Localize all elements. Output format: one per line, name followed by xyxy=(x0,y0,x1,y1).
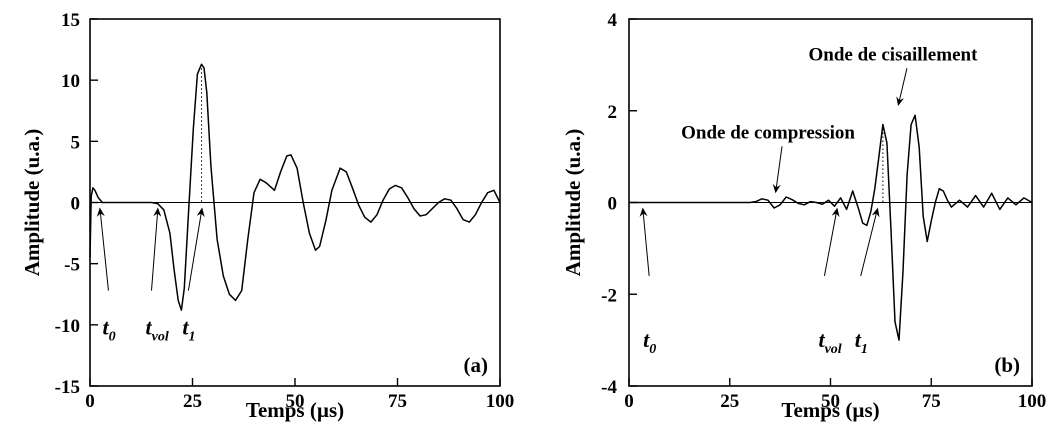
y-tick-label: -5 xyxy=(64,255,80,276)
arrival-arrow xyxy=(187,207,205,291)
y-tick-label: -15 xyxy=(55,377,80,398)
x-tick-label: 0 xyxy=(85,391,95,412)
y-tick-label: -4 xyxy=(601,377,617,398)
y-tick-label: 0 xyxy=(71,194,81,215)
panel-label: (b) xyxy=(994,353,1020,377)
y-axis-title: Amplitude (u.a.) xyxy=(561,129,585,277)
y-tick-label: 2 xyxy=(608,102,618,123)
x-tick-label: 25 xyxy=(183,391,202,412)
signal-series-line xyxy=(89,63,501,311)
y-tick-label: 10 xyxy=(61,71,80,92)
x-tick-label: 50 xyxy=(286,391,305,412)
y-tick-label: -10 xyxy=(55,316,80,337)
wave-callout-arrow xyxy=(896,68,908,107)
panel-label: (a) xyxy=(464,353,489,377)
arrival-arrow xyxy=(639,207,650,276)
x-tick-label: 75 xyxy=(388,391,407,412)
x-tick-label: 100 xyxy=(1018,391,1047,412)
signal-series-line xyxy=(629,114,1033,341)
arrival-arrow xyxy=(96,207,109,291)
x-tick-label: 75 xyxy=(922,391,941,412)
y-tick-label: 4 xyxy=(608,10,618,31)
arrival-time-label: t1 xyxy=(182,315,195,345)
arrival-arrow xyxy=(151,207,162,291)
arrival-time-label: t0 xyxy=(102,315,115,345)
y-tick-label: 0 xyxy=(608,194,618,215)
x-tick-label: 50 xyxy=(821,391,840,412)
wave-callout-label: Onde de cisaillement xyxy=(809,44,979,65)
chart-panel-b: 0 25 50 75 100 4 2 0 -2 -4 Temps (µs) Amplitude (u.… xyxy=(561,10,1046,422)
y-tick-label: 15 xyxy=(61,10,80,31)
arrival-time-label: tvol xyxy=(818,327,841,357)
x-tick-label: 100 xyxy=(486,391,515,412)
x-tick-label: 25 xyxy=(720,391,739,412)
y-axis-title: Amplitude (u.a.) xyxy=(20,129,44,277)
wave-callout-label: Onde de compression xyxy=(681,122,855,143)
arrival-arrow xyxy=(823,207,840,276)
x-tick-label: 0 xyxy=(624,391,634,412)
arrival-arrow xyxy=(860,207,880,277)
wave-callout-arrow xyxy=(772,146,783,194)
arrival-time-label: t1 xyxy=(855,327,868,357)
x-axis-title: Temps (µs) xyxy=(246,398,344,422)
arrival-time-label: tvol xyxy=(146,315,169,345)
y-tick-label: 5 xyxy=(71,132,81,153)
y-tick-label: -2 xyxy=(601,285,617,306)
arrival-time-label: t0 xyxy=(643,327,656,357)
x-axis-title: Temps (µs) xyxy=(781,398,879,422)
